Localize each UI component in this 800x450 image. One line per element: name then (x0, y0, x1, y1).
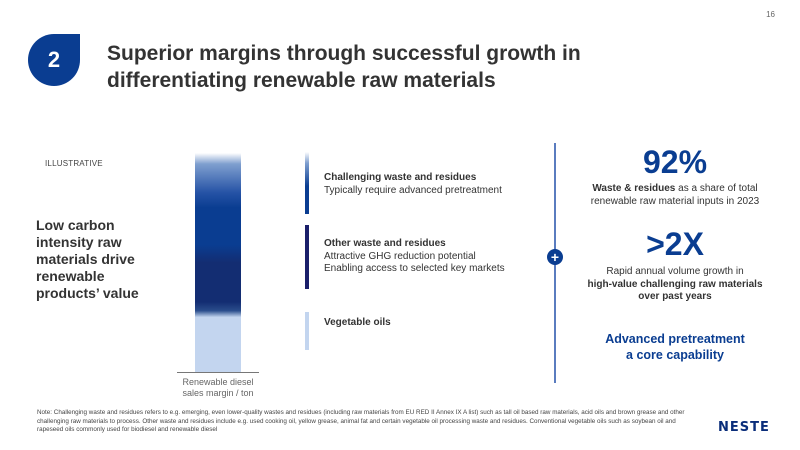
category-marker-other (305, 225, 309, 289)
category-heading: Vegetable oils (324, 317, 391, 328)
category-desc: Attractive GHG reduction potential (324, 250, 476, 262)
category-desc: Typically require advanced pretreatment (324, 184, 502, 196)
statement-line: products’ value (36, 285, 139, 301)
category-challenging-waste: Challenging waste and residues Typically… (324, 172, 502, 197)
bar-label: Renewable diesel sales margin / ton (170, 377, 266, 399)
illustrative-tag: ILLUSTRATIVE (45, 159, 103, 168)
left-statement: Low carbon intensity raw materials drive… (36, 217, 176, 302)
category-marker-vegetable (305, 312, 309, 350)
stat-value-waste-share: 92% (642, 144, 708, 180)
stat-desc-text: Rapid annual volume growth in (606, 266, 744, 277)
category-vegetable-oils: Vegetable oils (324, 317, 391, 330)
title-line: Superior margins through successful grow… (107, 42, 581, 65)
page-number: 16 (766, 10, 775, 19)
neste-logo: NESTE (718, 420, 770, 435)
stat-desc-growth: Rapid annual volume growth in high-value… (565, 266, 785, 304)
category-other-waste: Other waste and residues Attractive GHG … (324, 238, 505, 276)
stat-desc-text: as a share of total (675, 183, 758, 194)
stat-desc-bold: high-value challenging raw materials (587, 278, 763, 290)
stat-desc-bold: over past years (638, 291, 712, 302)
section-number: 2 (47, 47, 61, 72)
section-badge: 2 (28, 34, 80, 86)
statement-line: intensity raw (36, 234, 122, 250)
category-heading: Challenging waste and residues (324, 172, 477, 183)
statement-line: renewable (36, 268, 105, 284)
capability-callout: Advanced pretreatment a core capability (565, 331, 785, 363)
title-line: differentiating renewable raw materials (107, 69, 496, 92)
stat-desc-bold: Waste & residues (592, 183, 676, 194)
capability-line: a core capability (626, 348, 724, 362)
page-title: Superior margins through successful grow… (107, 40, 667, 94)
footnote: Note: Challenging waste and residues ref… (37, 409, 685, 433)
statement-line: materials drive (36, 251, 135, 267)
bar-label-line: sales margin / ton (182, 388, 254, 398)
stat-desc-text: renewable raw material inputs in 2023 (590, 195, 760, 207)
statement-line: Low carbon (36, 217, 115, 233)
bar-baseline (177, 372, 259, 373)
bar-label-line: Renewable diesel (182, 377, 254, 387)
capability-line: Advanced pretreatment (605, 332, 745, 346)
margin-gradient-bar (195, 153, 241, 372)
category-heading: Other waste and residues (324, 238, 446, 249)
plus-icon: + (547, 249, 563, 265)
stat-value-growth: >2X (646, 226, 704, 262)
stat-desc-waste-share: Waste & residues as a share of total ren… (565, 183, 785, 208)
category-marker-challenging (305, 152, 309, 214)
category-desc: Enabling access to selected key markets (324, 263, 505, 274)
